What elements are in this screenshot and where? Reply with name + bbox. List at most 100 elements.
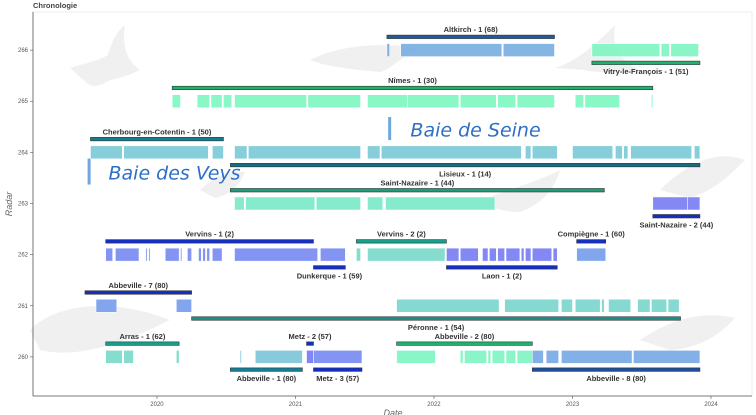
x-axis-label: Date <box>383 408 402 415</box>
deployment-label: Nîmes - 1 (30) <box>388 76 437 85</box>
bird-silhouette <box>200 171 245 198</box>
activity-segment <box>497 94 516 108</box>
activity-segment <box>667 299 680 313</box>
activity-segment <box>367 94 408 108</box>
y-tick-label: 262 <box>18 253 29 259</box>
activity-segment <box>591 43 661 57</box>
annotations: Baie des Veys Baie de Seine <box>87 117 541 185</box>
activity-segment <box>115 247 140 262</box>
activity-segment <box>239 350 242 364</box>
deployment: Vitry-le-François - 1 (51) <box>591 43 701 76</box>
activity-segment <box>255 350 303 364</box>
deployment-bar <box>191 316 681 321</box>
deployment-bar <box>396 341 533 346</box>
activity-segment <box>497 247 505 262</box>
activity-segment <box>385 196 496 211</box>
deployment-label: Laon - 1 (2) <box>482 272 523 281</box>
activity-segment <box>584 94 620 108</box>
activity-segment <box>460 350 464 364</box>
deployment: Lisieux - 1 (14) <box>230 145 701 178</box>
activity-segment <box>105 350 123 364</box>
activity-segment <box>123 350 134 364</box>
deployment-label: Péronne - 1 (54) <box>408 323 465 332</box>
y-tick-label: 266 <box>18 48 29 54</box>
bird-silhouette <box>640 315 735 350</box>
deployment-label: Abbeville - 2 (80) <box>435 332 495 341</box>
activity-segment <box>367 196 383 211</box>
activity-segment <box>637 299 651 313</box>
activity-segment <box>245 196 316 211</box>
x-tick-label: 2023 <box>566 402 580 408</box>
activity-segment <box>502 43 555 57</box>
activity-segment <box>187 247 192 262</box>
activity-segment <box>532 247 552 262</box>
deployment: Vervins - 2 (2) <box>356 230 447 262</box>
activity-segment <box>105 247 113 262</box>
deployment-label: Vervins - 1 (2) <box>185 230 234 239</box>
activity-segment <box>210 94 223 108</box>
activity-segment <box>532 145 558 160</box>
activity-segment <box>630 145 692 160</box>
x-tick-label: 2020 <box>150 402 164 408</box>
deployment-bar <box>532 367 701 372</box>
activity-segment <box>525 145 532 160</box>
activity-segment <box>356 247 361 262</box>
activity-segment <box>608 299 631 313</box>
annotation-line <box>388 117 392 141</box>
y-tick-label: 261 <box>18 304 29 310</box>
deployment: Saint-Nazaire - 1 (44) <box>230 178 605 211</box>
activity-segment <box>525 247 532 262</box>
deployment-bar <box>105 239 314 244</box>
activity-segment <box>460 247 479 262</box>
activity-segment <box>532 350 544 364</box>
activity-segment <box>652 196 688 211</box>
deployment-label: Abbeville - 1 (80) <box>237 374 297 383</box>
activity-segment <box>367 145 381 160</box>
deployment: Altkirch - 1 (68) <box>386 25 555 57</box>
activity-segment <box>367 247 446 262</box>
deployment-bar <box>652 214 701 219</box>
activity-segment <box>145 247 148 262</box>
activity-segment <box>601 299 605 313</box>
activity-segment <box>505 247 521 262</box>
activity-segment <box>198 247 202 262</box>
activity-segment <box>202 247 206 262</box>
deployment: Saint-Nazaire - 2 (44) <box>639 196 714 229</box>
activity-segment <box>489 247 497 262</box>
deployment: Laon - 1 (2) <box>446 247 558 281</box>
deployment: Abbeville - 1 (80) <box>230 350 303 383</box>
deployment-bar <box>230 188 605 193</box>
y-tick-label: 260 <box>18 355 29 361</box>
deployment-label: Saint-Nazaire - 2 (44) <box>639 220 713 229</box>
deployment-label: Altkirch - 1 (68) <box>444 25 499 34</box>
activity-segment <box>651 299 667 313</box>
activity-segment <box>623 145 629 160</box>
activity-segment <box>482 247 489 262</box>
deployment-label: Lisieux - 1 (14) <box>439 169 492 178</box>
deployment-bar <box>105 341 180 346</box>
bird-silhouette <box>310 45 420 72</box>
activity-segment <box>381 145 522 160</box>
deployment-label: Abbeville - 7 (80) <box>108 281 168 290</box>
deployment-bar <box>446 265 558 270</box>
deployment: Nîmes - 1 (30) <box>171 76 654 108</box>
deployment-bar <box>230 163 701 168</box>
activity-segment <box>148 247 151 262</box>
x-tick-label: 2021 <box>289 402 303 408</box>
deployment: Vervins - 1 (2) <box>105 230 346 262</box>
activity-segment <box>165 247 180 262</box>
bird-silhouette <box>30 306 170 353</box>
deployment-bar <box>591 60 701 65</box>
deployment-bar <box>356 239 447 244</box>
activity-segment <box>520 247 525 262</box>
activity-segment <box>516 94 555 108</box>
deployment-bar <box>386 34 555 39</box>
activity-segment <box>196 94 210 108</box>
activity-segment <box>176 350 180 364</box>
deployment-label: Vervins - 2 (2) <box>377 230 426 239</box>
annotation-label: Baie des Veys <box>108 162 240 184</box>
deployment: Metz - 2 (57) <box>289 332 332 364</box>
activity-segment <box>660 43 670 57</box>
deployment: Abbeville - 7 (80) <box>84 281 192 313</box>
